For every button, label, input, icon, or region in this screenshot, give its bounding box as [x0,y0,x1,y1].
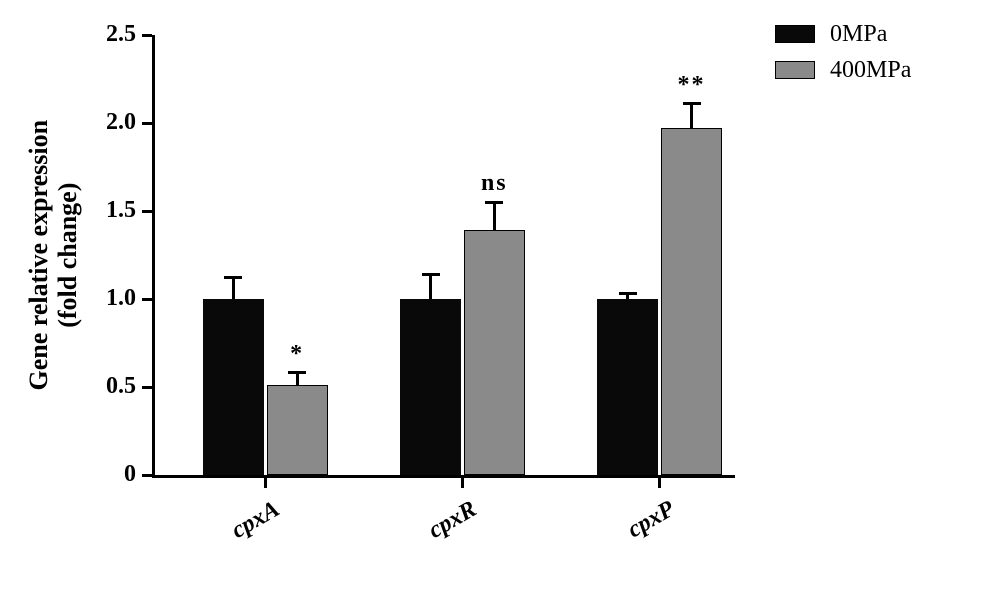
error-bar-cap [485,201,503,204]
bar [661,128,722,475]
legend-swatch [775,25,815,43]
significance-label: * [257,341,337,368]
y-tick [142,34,152,37]
significance-label: ns [454,170,534,197]
error-bar-stem [296,373,299,385]
x-tick [658,478,661,488]
y-tick [142,210,152,213]
bar [464,230,525,475]
x-category-label: cpxR [364,496,481,579]
y-tick [142,474,152,477]
error-bar-cap [422,273,440,276]
error-bar-stem [493,202,496,230]
error-bar-stem [429,274,432,299]
bar [597,299,658,475]
bar [400,299,461,475]
error-bar-cap [288,371,306,374]
error-bar-stem [232,278,235,299]
error-bar-cap [683,102,701,105]
x-category-label: cpxP [562,496,679,579]
y-tick [142,386,152,389]
y-axis-title: Gene relative expression (fold change) [25,35,87,475]
bar [267,385,328,475]
bar [203,299,264,475]
y-axis-line [152,35,155,478]
error-bar-cap [619,292,637,295]
y-tick [142,122,152,125]
error-bar-stem [690,104,693,129]
legend-label: 400MPa [830,57,911,84]
x-axis-line [152,475,735,478]
error-bar-cap [224,276,242,279]
legend-label: 0MPa [830,21,887,48]
legend-swatch [775,61,815,79]
x-tick [264,478,267,488]
y-tick [142,298,152,301]
significance-label: ** [652,72,732,99]
x-category-label: cpxA [167,496,284,579]
chart-container: 00.51.01.52.02.5 cpxAcpxRcpxP Gene relat… [0,0,1000,595]
x-tick [461,478,464,488]
